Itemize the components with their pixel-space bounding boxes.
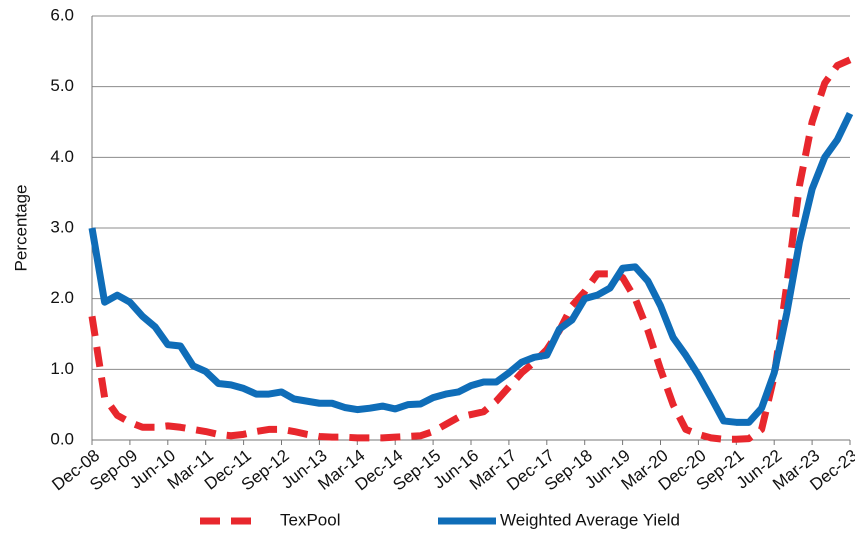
- line-series: [88, 56, 852, 443]
- y-tick-label: 3.0: [50, 217, 74, 236]
- y-tick-label: 0.0: [50, 429, 74, 448]
- line-series: [88, 111, 854, 426]
- y-tick-label: 4.0: [50, 147, 74, 166]
- y-tick-label: 2.0: [50, 288, 74, 307]
- legend-label: Weighted Average Yield: [500, 510, 680, 529]
- y-tick-label: 1.0: [50, 359, 74, 378]
- y-axis-label: Percentage: [11, 185, 30, 272]
- y-tick-label: 6.0: [50, 5, 74, 24]
- y-tick-label: 5.0: [50, 76, 74, 95]
- legend-label: TexPool: [280, 510, 340, 529]
